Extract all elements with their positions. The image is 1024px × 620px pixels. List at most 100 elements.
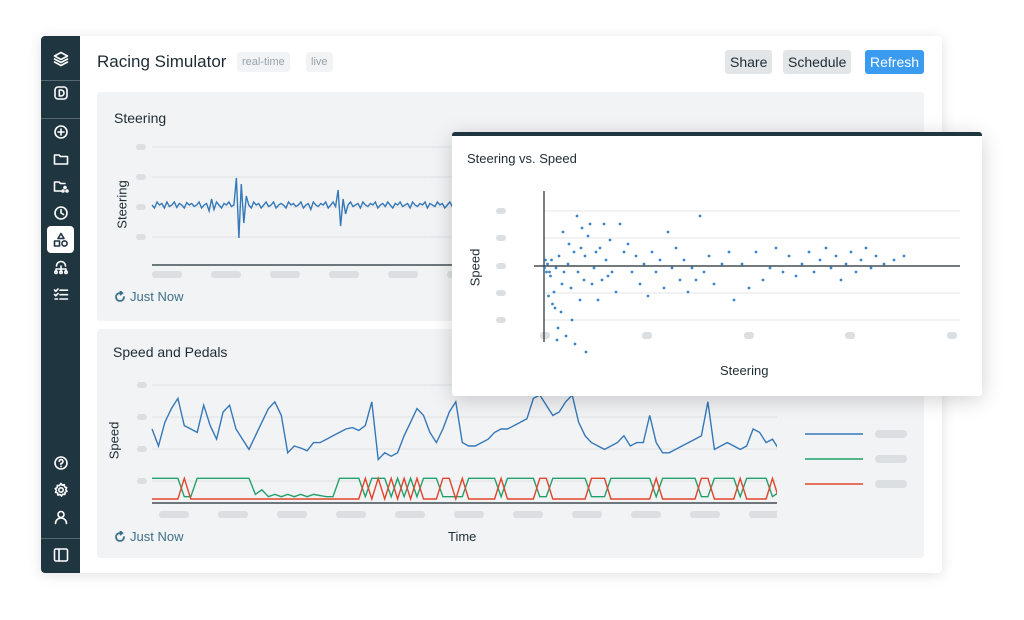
scatter-point [674,246,678,250]
steering-card-title: Steering [114,110,167,126]
scatter-point [583,254,587,258]
speed-x-tick-placeholder [395,511,425,518]
scatter-point [732,298,736,302]
scatter-point [774,246,778,250]
steering-x-tick-placeholder [329,271,359,278]
steering-refresh-label: Just Now [130,289,184,304]
folder-icon[interactable] [47,145,74,172]
speed-y-tick-placeholder [137,414,147,420]
add-circle-icon[interactable] [47,118,74,145]
speed-x-tick-placeholder [218,511,248,518]
scatter-point [555,338,559,342]
clock-icon[interactable] [47,199,74,226]
steering-x-tick-placeholder [270,271,300,278]
scatter-point [566,262,570,266]
scatter-point [560,282,564,286]
scatter-point [579,246,583,250]
scatter-x-tick-placeholder [744,332,754,339]
speed-card-title: Speed and Pedals [113,344,228,360]
scatter-point [892,258,896,262]
scatter-y-tick-placeholder [496,208,506,214]
sidebar-divider [41,118,80,119]
scatter-point [557,254,561,258]
scatter-point [638,282,642,286]
scatter-point [575,214,579,218]
help-icon[interactable] [47,449,74,476]
layers-icon[interactable] [47,45,74,72]
scatter-point [869,266,873,270]
scatter-point [592,266,596,270]
scatter-point [576,270,580,274]
scatter-point [586,234,590,238]
sidebar-divider [41,80,80,81]
scatter-point [556,326,560,330]
scatter-x-tick-placeholder [540,332,550,339]
scatter-point [768,266,772,270]
speed-x-tick-placeholder [159,511,189,518]
scatter-point [596,298,600,302]
steering-x-tick-placeholder [152,271,182,278]
shared-folder-icon[interactable] [47,172,74,199]
scatter-point [622,250,626,254]
scatter-x-label: Steering [720,363,769,378]
steering-y-tick-placeholder [136,174,146,180]
steering-chart [136,144,487,278]
share-button[interactable]: Share [725,50,773,74]
scatter-point [559,310,563,314]
scatter-point [702,270,706,274]
user-icon[interactable] [47,503,74,530]
scatter-point [552,290,556,294]
refresh-icon [115,290,125,302]
scatter-point [553,306,557,310]
scatter-point [662,286,666,290]
scatter-title: Steering vs. Speed [467,151,577,166]
legend-label-placeholder [875,430,907,438]
network-icon[interactable] [47,253,74,280]
speed-x-tick-placeholder [336,511,366,518]
schedule-button[interactable]: Schedule [783,50,852,74]
speed-x-tick-placeholder [277,511,307,518]
scatter-point [547,294,550,298]
speed-series-line [151,393,777,462]
scatter-point [543,266,546,270]
scatter-point [834,254,838,258]
gear-icon[interactable] [47,476,74,503]
speed-y-label: Speed [106,421,122,460]
scatter-x-tick-placeholder [642,332,652,339]
scatter-point [781,270,785,274]
scatter-point [573,342,577,346]
steering-y-tick-placeholder [136,234,146,240]
checklist-icon[interactable] [47,280,74,307]
scatter-point [882,262,886,266]
scatter-y-tick-placeholder [496,263,506,269]
speed-y-tick-placeholder [137,382,147,388]
scatter-point [598,246,602,250]
scatter-point [569,286,573,290]
scatter-point [818,258,822,262]
scatter-point [849,250,853,254]
scatter-point [707,254,711,258]
scatter-point [548,270,551,274]
scatter-y-label: Speed [467,248,483,287]
steering-refresh-status[interactable]: Just Now [114,289,183,304]
dashboard-d-icon[interactable] [47,79,74,106]
refresh-button[interactable]: Refresh [865,50,925,74]
shapes-icon[interactable] [47,226,74,253]
scatter-popup: Steering vs. Speed Speed Steering [452,132,982,396]
sidebar-toggle-icon[interactable] [47,541,74,568]
scatter-point [549,274,552,278]
scatter-point [854,270,858,274]
steering-series-line [151,177,487,239]
scatter-point [561,230,565,234]
speed-x-tick-placeholder [690,511,720,518]
speed-refresh-status[interactable]: Just Now [114,529,183,544]
speed-x-tick-placeholder [513,511,543,518]
scatter-point [844,262,848,266]
scatter-point [618,222,622,226]
scatter-y-tick-placeholder [496,317,506,323]
scatter-y-tick-placeholder [496,290,506,296]
scatter-point [859,258,863,262]
scatter-y-tick-placeholder [496,235,506,241]
scatter-point [578,298,582,302]
scatter-point [727,250,731,254]
